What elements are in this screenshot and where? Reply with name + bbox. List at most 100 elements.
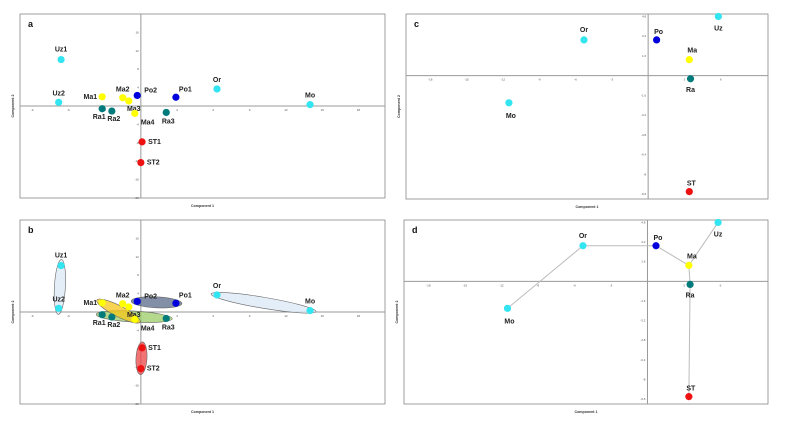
x-tick-label: 6	[720, 283, 722, 287]
data-point-po1	[172, 93, 180, 101]
data-point-po1	[172, 299, 180, 307]
point-label: Ra	[686, 292, 695, 299]
data-point-st2	[137, 364, 145, 373]
data-point-ma4	[131, 109, 139, 117]
plot-frame	[405, 13, 769, 200]
data-point-mo	[505, 99, 513, 107]
point-label: Ra1	[93, 320, 106, 327]
data-point-mo	[503, 304, 512, 312]
panel-a: -9-6-3369121518161284-4-8-12-16-20Compon…	[11, 13, 386, 208]
point-label: ST2	[147, 160, 160, 167]
y-tick-label: 12	[136, 255, 140, 259]
point-label: Po2	[144, 87, 157, 94]
x-tick-label: 3	[684, 78, 686, 82]
x-axis-title: Component 1	[575, 410, 598, 414]
data-point-st	[685, 393, 693, 401]
y-tick-label: -6.4	[641, 153, 647, 157]
point-label: Po	[654, 235, 663, 242]
point-label: Uz1	[55, 47, 68, 54]
point-label: Uz1	[55, 253, 68, 260]
y-tick-label: -9.6	[640, 397, 646, 401]
x-tick-label: 9	[249, 314, 251, 318]
point-label: ST1	[148, 345, 161, 352]
data-point-st	[685, 188, 693, 196]
data-point-ma3	[125, 303, 133, 311]
y-tick-label: -1.6	[641, 93, 647, 97]
group-ellipse	[210, 292, 317, 314]
panel-b: -9-6-3369121518161284-4-8-12-16-20Compon…	[11, 219, 386, 414]
x-tick-label: -18	[428, 78, 433, 82]
data-point-ra	[686, 280, 694, 288]
y-tick-label: -20	[135, 402, 140, 406]
data-point-ra3	[162, 108, 170, 117]
x-tick-label: -6	[574, 78, 577, 82]
panel-letter: b	[28, 225, 34, 235]
x-tick-label: -9	[31, 314, 34, 318]
data-point-or	[580, 36, 588, 44]
data-point-uz	[714, 218, 722, 227]
point-label: Mo	[305, 93, 315, 100]
group-ellipse	[53, 259, 66, 315]
data-point-po2	[133, 297, 141, 306]
x-axis-title: Component 1	[191, 410, 214, 414]
x-tick-label: 18	[357, 314, 361, 318]
y-tick-label: -16	[135, 178, 140, 182]
point-label: Or	[213, 77, 221, 84]
y-tick-label: -12	[135, 159, 140, 163]
x-tick-label: -15	[464, 78, 469, 82]
x-tick-label: -9	[537, 283, 540, 287]
point-label: Ra3	[162, 118, 175, 125]
point-label: Ma1	[84, 300, 98, 307]
point-label: ST	[686, 386, 696, 393]
point-label: ST1	[148, 139, 161, 146]
y-tick-label: 3.2	[641, 240, 646, 244]
data-point-ra	[686, 75, 695, 83]
x-tick-label: -6	[67, 314, 70, 318]
data-point-uz1	[57, 261, 65, 270]
point-label: Ra	[686, 87, 695, 94]
y-tick-label: 1.6	[642, 54, 647, 58]
point-label: Mo	[506, 113, 516, 120]
x-tick-label: 12	[284, 314, 288, 318]
point-label: Po2	[144, 293, 157, 300]
data-point-ra1	[98, 105, 106, 113]
tree-edge	[688, 284, 691, 397]
tree-edge	[655, 245, 690, 266]
y-tick-label: -8	[643, 172, 646, 176]
y-tick-label: -3.2	[641, 113, 647, 117]
panel-c: -18 -15 -12 -9 -6 -3 3 6 4.8 3.2 1.6 -1.6 -3.2 -4.8 -6…	[397, 12, 769, 209]
data-point-po	[653, 36, 661, 44]
data-point-or	[579, 242, 587, 250]
data-point-ma2	[119, 94, 127, 102]
x-tick-label: 3	[683, 283, 685, 287]
y-axis-title: Component 2	[11, 301, 15, 324]
y-tick-label: -9.6	[641, 192, 647, 196]
data-point-ma4	[131, 315, 139, 323]
x-tick-label: -15	[463, 283, 468, 287]
x-tick-label: 6	[720, 78, 722, 82]
y-tick-label: -4.8	[640, 338, 646, 342]
data-point-ma3	[125, 97, 133, 105]
point-label: Ra1	[93, 114, 106, 121]
point-label: Ma2	[116, 293, 130, 300]
y-tick-label: 12	[136, 49, 140, 53]
y-tick-label: -16	[135, 384, 140, 388]
data-point-ma	[685, 56, 693, 64]
x-tick-label: -3	[610, 78, 613, 82]
point-label: Or	[213, 283, 221, 290]
data-point-ma1	[98, 299, 106, 307]
y-axis-title: Component 2	[11, 95, 15, 118]
x-tick-label: -9	[31, 108, 34, 112]
point-label: Or	[579, 233, 587, 240]
data-point-uz	[714, 12, 722, 21]
x-tick-label: -12	[501, 78, 506, 82]
point-label: Ma4	[141, 325, 155, 332]
data-point-ma	[685, 261, 693, 269]
point-label: Po1	[179, 86, 192, 93]
point-label: Po1	[179, 292, 192, 299]
point-label: Uz	[714, 25, 723, 32]
point-label: Uz2	[52, 296, 65, 303]
point-label: Or	[580, 27, 588, 34]
data-point-po2	[133, 91, 141, 100]
